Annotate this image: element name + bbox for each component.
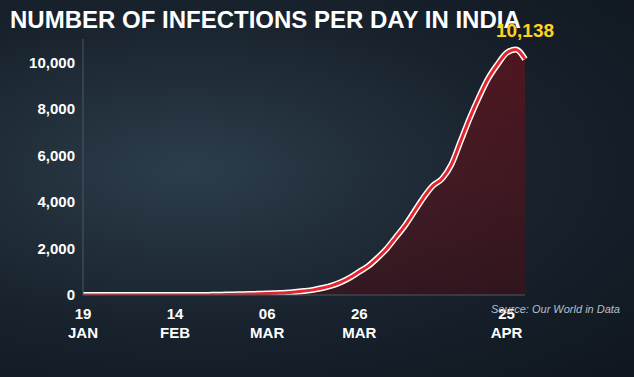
svg-text:6,000: 6,000 xyxy=(37,147,75,164)
svg-text:26: 26 xyxy=(351,305,368,322)
svg-text:0: 0 xyxy=(67,286,75,303)
svg-text:APR: APR xyxy=(491,324,523,341)
svg-text:JAN: JAN xyxy=(68,324,98,341)
svg-text:4,000: 4,000 xyxy=(37,193,75,210)
svg-text:8,000: 8,000 xyxy=(37,100,75,117)
svg-text:MAR: MAR xyxy=(250,324,284,341)
html-text:NUMBER OF INFECTIONS PER DAY I: NUMBER OF INFECTIONS PER DAY IN INDIA xyxy=(10,6,521,33)
svg-text:19: 19 xyxy=(75,305,92,322)
svg-text:FEB: FEB xyxy=(160,324,190,341)
svg-text:10,138: 10,138 xyxy=(496,20,554,41)
svg-text:2,000: 2,000 xyxy=(37,240,75,257)
html-text:Source: Our World in Data: Source: Our World in Data xyxy=(491,303,620,315)
svg-text:14: 14 xyxy=(167,305,184,322)
svg-text:10,000: 10,000 xyxy=(29,54,75,71)
svg-text:MAR: MAR xyxy=(342,324,376,341)
svg-text:06: 06 xyxy=(259,305,276,322)
